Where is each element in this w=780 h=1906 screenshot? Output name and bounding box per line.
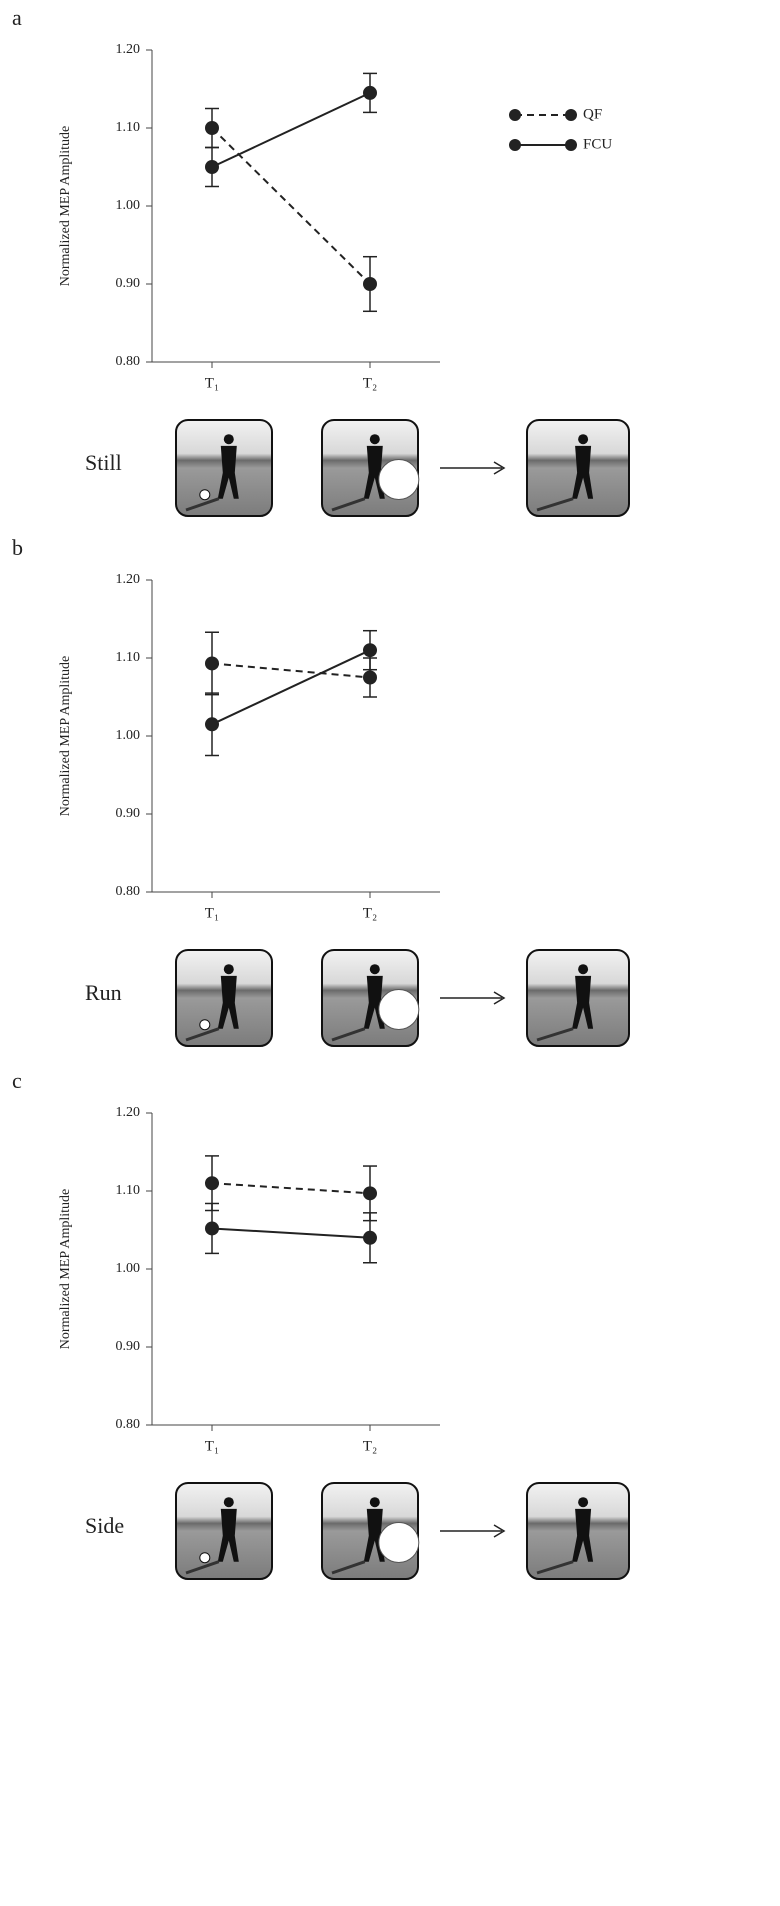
player-head <box>369 434 380 445</box>
shadow <box>536 497 574 512</box>
legend-marker <box>509 109 521 121</box>
player-silhouette <box>572 975 594 1029</box>
y-axis-label: Normalized MEP Amplitude <box>58 1189 73 1349</box>
point <box>205 717 219 732</box>
shadow <box>536 1027 574 1042</box>
player-silhouette <box>572 445 594 499</box>
y-tick-label: 1.00 <box>116 728 141 743</box>
y-tick-label: 1.10 <box>116 1183 141 1198</box>
condition-label: Side <box>85 1513 124 1538</box>
y-axis-label: Normalized MEP Amplitude <box>58 656 73 816</box>
point <box>363 670 377 685</box>
photo <box>175 1482 273 1580</box>
shadow <box>331 497 366 512</box>
series-line <box>211 1182 371 1195</box>
y-axis-label: Normalized MEP Amplitude <box>58 126 73 286</box>
condition-label: Run <box>85 980 122 1005</box>
y-tick-label: 1.10 <box>116 650 141 665</box>
point <box>363 643 377 658</box>
player-head <box>369 964 380 975</box>
player-silhouette <box>217 1508 239 1562</box>
point <box>363 1230 377 1245</box>
ball <box>199 1019 211 1031</box>
point <box>205 656 219 671</box>
x-tick-label: T₂ <box>363 375 377 391</box>
y-tick-label: 1.20 <box>116 42 141 57</box>
series-line <box>211 649 371 726</box>
legend-marker <box>565 139 577 151</box>
player-silhouette <box>572 1508 594 1562</box>
photo <box>526 419 630 517</box>
player-head <box>578 964 589 975</box>
arrow-head <box>493 461 506 475</box>
shadow <box>185 497 220 512</box>
player-head <box>578 1497 589 1508</box>
series-line <box>211 91 371 168</box>
legend-marker <box>565 109 577 121</box>
x-tick-label: T₁ <box>205 1438 219 1454</box>
series-line <box>211 662 371 679</box>
photo <box>175 419 273 517</box>
y-tick-label: 1.10 <box>116 120 141 135</box>
player-silhouette <box>217 445 239 499</box>
y-tick-label: 1.20 <box>116 572 141 587</box>
y-tick-label: 0.90 <box>116 806 141 821</box>
y-tick-label: 0.80 <box>116 884 141 899</box>
player-head <box>223 434 234 445</box>
photo <box>526 1482 630 1580</box>
y-tick-label: 0.90 <box>116 276 141 291</box>
shadow <box>331 1027 366 1042</box>
photo <box>321 949 420 1047</box>
x-tick-label: T₁ <box>205 375 219 391</box>
panel-label: a <box>12 5 22 30</box>
photo <box>526 949 630 1047</box>
condition-label: Still <box>85 450 122 475</box>
shadow <box>331 1560 366 1575</box>
panel-label: b <box>12 535 23 560</box>
y-tick-label: 0.80 <box>116 354 141 369</box>
arrow-head <box>493 991 506 1005</box>
point <box>205 121 219 135</box>
point <box>363 277 377 291</box>
photo <box>321 419 420 517</box>
shadow <box>185 1560 220 1575</box>
point <box>205 160 219 174</box>
legend-label: QF <box>583 106 602 122</box>
highlight <box>378 459 420 501</box>
point <box>363 85 377 100</box>
point <box>363 1186 377 1201</box>
photo <box>321 1482 420 1580</box>
player-head <box>369 1497 380 1508</box>
y-tick-label: 0.90 <box>116 1339 141 1354</box>
y-tick-label: 0.80 <box>116 1417 141 1432</box>
y-tick-label: 1.00 <box>116 198 141 213</box>
player-head <box>223 1497 234 1508</box>
y-tick-label: 1.00 <box>116 1261 141 1276</box>
player-silhouette <box>217 975 239 1029</box>
panel-label: c <box>12 1068 22 1093</box>
photo <box>175 949 273 1047</box>
series-line <box>211 127 371 285</box>
x-tick-label: T₂ <box>363 905 377 921</box>
highlight <box>378 989 420 1031</box>
arrow-head <box>493 1524 506 1538</box>
x-tick-label: T₂ <box>363 1438 377 1454</box>
shadow <box>536 1560 574 1575</box>
series-line <box>211 1227 371 1239</box>
point <box>205 1221 219 1236</box>
shadow <box>185 1027 220 1042</box>
player-head <box>578 434 589 445</box>
highlight <box>378 1522 420 1564</box>
legend-marker <box>509 139 521 151</box>
ball <box>199 1552 211 1564</box>
point <box>205 1176 219 1191</box>
ball <box>199 489 211 501</box>
y-tick-label: 1.20 <box>116 1105 141 1120</box>
x-tick-label: T₁ <box>205 905 219 921</box>
legend-label: FCU <box>583 136 612 152</box>
player-head <box>223 964 234 975</box>
